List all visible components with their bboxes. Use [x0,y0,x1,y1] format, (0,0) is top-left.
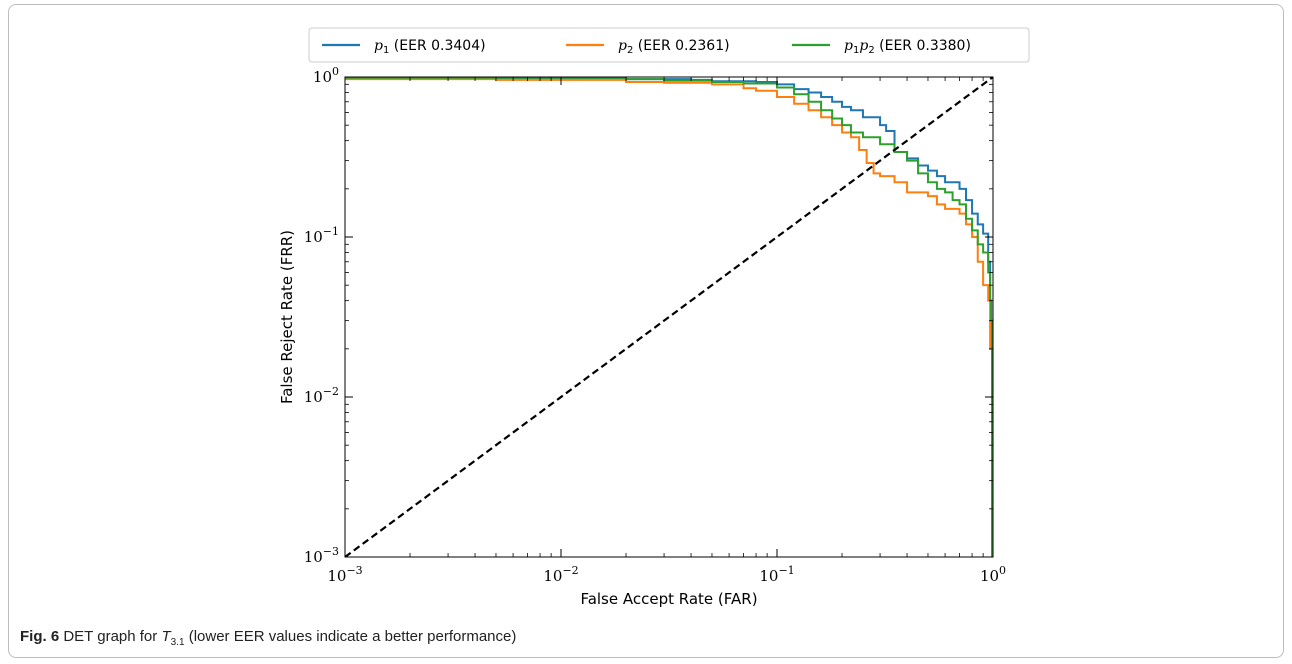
eer-diagonal-line [345,77,993,557]
caption-symbol: T [161,628,171,645]
y-tick-label: 10−3 [304,545,339,566]
y-axis-label: False Reject Rate (FRR) [278,230,296,404]
series-line-3 [345,77,993,557]
x-tick-label: 100 [980,564,1006,585]
figure-label: Fig. 6 [20,628,60,645]
figure-caption: Fig. 6 DET graph for T3.1 (lower EER val… [20,628,516,648]
legend-label-3: p1p2 (EER 0.3380) [844,38,971,56]
y-tick-label: 10−1 [304,225,339,246]
caption-text-after: (lower EER values indicate a better perf… [184,628,517,645]
x-tick-label: 10−3 [327,564,362,585]
x-axis-label: False Accept Rate (FAR) [580,590,757,608]
y-tick-label: 100 [313,65,339,86]
plot-frame [344,76,994,558]
legend-label-2: p2 (EER 0.2361) [618,38,730,56]
caption-text-before: DET graph for [59,628,162,645]
x-tick-label: 10−2 [543,564,578,585]
legend: p1 (EER 0.3404) p2 (EER 0.2361) p1p2 (EER … [308,27,1030,63]
legend-label-1: p1 (EER 0.3404) [374,38,486,56]
plot-area [345,77,993,557]
x-tick-label: 10−1 [759,564,794,585]
legend-box [308,27,1030,63]
figure-frame [8,4,1284,658]
caption-symbol-subscript: 3.1 [170,637,185,648]
y-tick-label: 10−2 [304,385,339,406]
axes: 10−3 10−2 10−1 100 10−3 10−2 10−1 100 False Acce… [278,65,1006,608]
